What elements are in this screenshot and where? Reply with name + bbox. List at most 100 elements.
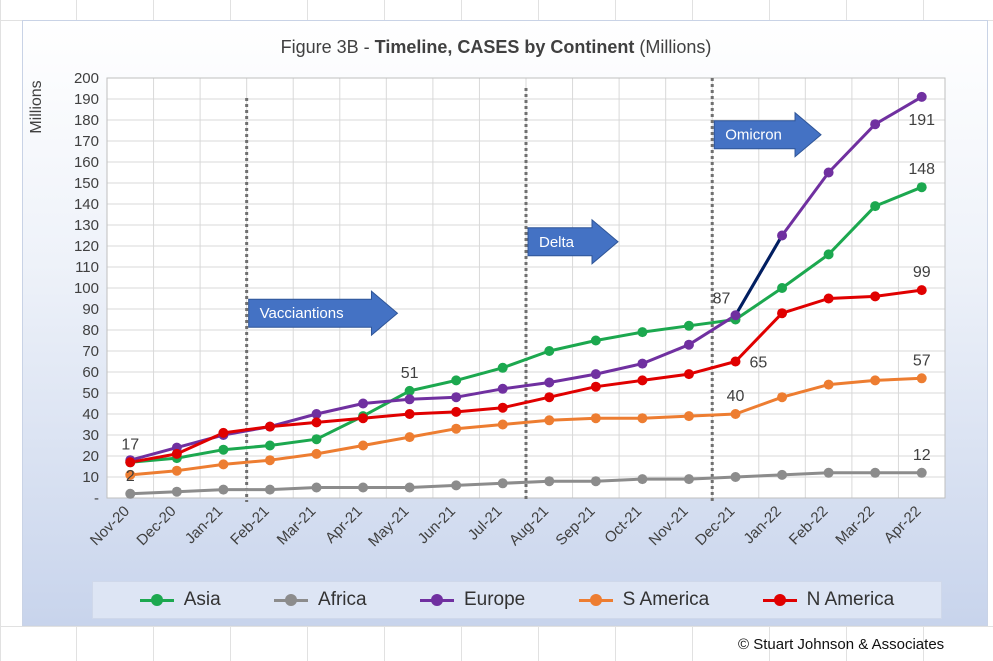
data-point-s-america (451, 423, 462, 434)
y-tick-label: 70 (82, 343, 99, 360)
legend-label: Europe (463, 589, 526, 610)
data-point-s-america (683, 411, 694, 422)
data-label: 2 (126, 468, 135, 485)
y-tick-label: 10 (82, 469, 99, 486)
data-point-n-america (404, 409, 415, 419)
data-point-n-america (311, 417, 322, 428)
data-point-n-america (916, 285, 927, 296)
data-point-n-america (358, 413, 369, 424)
data-point-s-america (870, 375, 881, 386)
data-point-n-america (590, 381, 601, 392)
data-point-europe (683, 339, 694, 350)
y-tick-label: - (94, 490, 99, 507)
data-point-n-america (218, 427, 229, 438)
data-point-asia (544, 346, 555, 356)
legend-swatch-marker (285, 594, 298, 606)
legend-item-africa: Africa (274, 589, 367, 611)
chart-title-prefix: Figure 3B - (281, 37, 375, 57)
data-point-asia (311, 434, 322, 445)
data-label: 148 (908, 161, 935, 178)
data-point-asia (916, 182, 927, 193)
data-point-n-america (683, 369, 694, 380)
data-point-asia (264, 440, 275, 451)
x-tick-label: Feb-21 (227, 503, 273, 549)
data-point-africa (171, 486, 182, 497)
y-tick-label: 190 (74, 91, 99, 108)
legend-swatch (274, 593, 309, 607)
event-label: Vacciantions (260, 305, 344, 322)
y-tick-label: 120 (74, 238, 99, 255)
data-label: 87 (713, 290, 731, 307)
series-line-africa (130, 471, 922, 496)
data-point-s-america (311, 448, 322, 459)
y-tick-label: 90 (82, 301, 99, 318)
data-point-africa (311, 482, 322, 493)
data-label: 12 (913, 447, 931, 464)
x-tick-label: Apr-22 (881, 503, 925, 547)
data-point-n-america (637, 375, 648, 386)
connector-line (734, 234, 784, 317)
event-arrow-vacciantions (248, 290, 399, 337)
data-point-africa (637, 474, 648, 485)
data-point-asia (451, 375, 462, 386)
data-point-s-america (171, 465, 182, 476)
legend-swatch-marker (773, 594, 786, 606)
data-point-europe (497, 383, 508, 394)
data-point-africa (590, 476, 601, 487)
data-point-africa (730, 472, 741, 482)
y-tick-label: 180 (74, 112, 99, 129)
data-label: 40 (727, 388, 745, 405)
data-point-europe (637, 358, 648, 369)
data-label: 51 (401, 365, 419, 382)
event-arrow-delta (527, 218, 619, 265)
data-point-europe (870, 119, 881, 130)
y-axis-label: Millions (28, 80, 45, 133)
data-point-s-america (125, 469, 136, 480)
data-point-asia (777, 283, 788, 293)
x-tick-label: Mar-21 (274, 503, 320, 549)
x-tick-label: Sep-21 (552, 503, 598, 549)
x-tick-label: Jan-22 (740, 503, 784, 547)
data-point-africa (916, 467, 927, 478)
x-tick-label: May-21 (365, 503, 412, 550)
y-tick-label: 30 (82, 427, 99, 444)
y-tick-label: 170 (74, 133, 99, 150)
legend-label: N America (806, 589, 895, 610)
data-point-s-america (823, 379, 834, 390)
data-point-africa (683, 474, 694, 485)
data-point-s-america (637, 413, 648, 424)
y-tick-label: 80 (82, 322, 99, 339)
y-tick-label: 130 (74, 217, 99, 234)
data-label: 191 (908, 112, 935, 129)
data-point-africa (451, 480, 462, 491)
legend-item-s-america: S America (578, 589, 709, 611)
y-tick-label: 200 (74, 70, 99, 87)
x-tick-label: Jan-21 (182, 503, 226, 547)
data-point-europe (404, 394, 415, 405)
data-point-europe (544, 377, 555, 388)
y-tick-label: 60 (82, 364, 99, 381)
data-point-asia (497, 362, 508, 373)
data-point-asia (404, 385, 415, 396)
y-tick-label: 100 (74, 280, 99, 297)
legend-swatch-marker (150, 594, 163, 606)
data-point-s-america (404, 432, 415, 443)
y-tick-label: 50 (82, 385, 99, 402)
data-point-africa (264, 484, 275, 495)
x-tick-label: Nov-20 (87, 503, 133, 549)
x-tick-label: Dec-20 (133, 503, 179, 549)
data-point-s-america (590, 413, 601, 424)
data-point-n-america (451, 406, 462, 417)
data-point-s-america (777, 392, 788, 403)
data-point-asia (218, 444, 229, 455)
chart-title: Figure 3B - Timeline, CASES by Continent… (281, 37, 712, 57)
plot-layer: - 10 20 30 40 50 60 70 80 90 100 110 120 130 140 150 160… (74, 70, 946, 550)
data-point-africa (823, 467, 834, 478)
legend-swatch (419, 593, 454, 607)
data-point-asia (823, 249, 834, 260)
data-point-europe (823, 167, 834, 178)
copyright-text: © Stuart Johnson & Associates (738, 636, 945, 653)
x-tick-label: Apr-21 (322, 503, 366, 547)
data-point-europe (730, 310, 741, 321)
